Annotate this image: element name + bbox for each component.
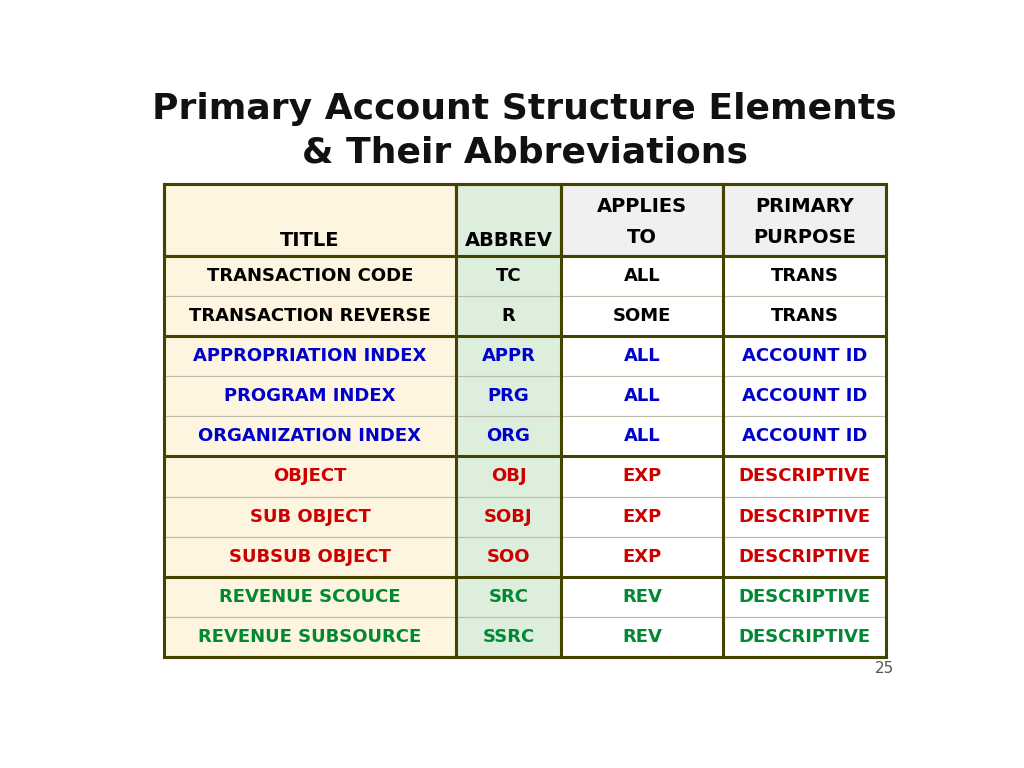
Text: EXP: EXP <box>623 468 662 485</box>
Text: REVENUE SCOUCE: REVENUE SCOUCE <box>219 588 400 606</box>
Bar <box>457 336 561 376</box>
Bar <box>164 376 457 416</box>
Text: ACCOUNT ID: ACCOUNT ID <box>742 347 867 366</box>
Bar <box>561 456 723 497</box>
Text: Primary Account Structure Elements
& Their Abbreviations: Primary Account Structure Elements & The… <box>153 92 897 169</box>
Text: APPLIES: APPLIES <box>597 197 687 217</box>
Text: TRANSACTION REVERSE: TRANSACTION REVERSE <box>189 307 431 325</box>
Text: ALL: ALL <box>624 267 660 285</box>
Bar <box>561 537 723 577</box>
Text: ORGANIZATION INDEX: ORGANIZATION INDEX <box>199 428 422 445</box>
Bar <box>164 296 457 336</box>
Text: APPR: APPR <box>481 347 536 366</box>
Text: TITLE: TITLE <box>281 230 340 250</box>
Bar <box>723 456 886 497</box>
Bar <box>561 296 723 336</box>
Bar <box>164 577 457 617</box>
Text: TRANS: TRANS <box>771 307 839 325</box>
Text: REVENUE SUBSOURCE: REVENUE SUBSOURCE <box>199 628 422 646</box>
Bar <box>457 617 561 657</box>
Text: OBJECT: OBJECT <box>273 468 347 485</box>
Bar <box>457 416 561 456</box>
Bar <box>723 497 886 537</box>
Bar <box>561 336 723 376</box>
Text: DESCRIPTIVE: DESCRIPTIVE <box>738 508 870 525</box>
Text: SUBSUB OBJECT: SUBSUB OBJECT <box>229 548 391 566</box>
Text: DESCRIPTIVE: DESCRIPTIVE <box>738 468 870 485</box>
Bar <box>164 184 886 657</box>
Text: DESCRIPTIVE: DESCRIPTIVE <box>738 588 870 606</box>
Bar <box>561 577 723 617</box>
Text: ACCOUNT ID: ACCOUNT ID <box>742 387 867 406</box>
Text: EXP: EXP <box>623 508 662 525</box>
Text: ALL: ALL <box>624 387 660 406</box>
Bar <box>723 577 886 617</box>
Bar <box>723 537 886 577</box>
Bar <box>723 184 886 256</box>
Text: PROGRAM INDEX: PROGRAM INDEX <box>224 387 395 406</box>
Text: ACCOUNT ID: ACCOUNT ID <box>742 428 867 445</box>
Text: REV: REV <box>623 588 663 606</box>
Text: PRIMARY: PRIMARY <box>756 197 854 217</box>
Text: ALL: ALL <box>624 347 660 366</box>
Bar <box>723 376 886 416</box>
Bar <box>723 296 886 336</box>
Bar <box>561 376 723 416</box>
Text: DESCRIPTIVE: DESCRIPTIVE <box>738 628 870 646</box>
Bar <box>164 497 457 537</box>
Text: SOME: SOME <box>613 307 672 325</box>
Bar <box>164 416 457 456</box>
Text: R: R <box>502 307 515 325</box>
Bar <box>164 617 457 657</box>
Bar <box>457 577 561 617</box>
Bar <box>457 456 561 497</box>
Text: PRG: PRG <box>487 387 529 406</box>
Bar <box>457 184 561 256</box>
Bar <box>561 497 723 537</box>
Bar <box>164 256 457 296</box>
Text: ABBREV: ABBREV <box>465 230 553 250</box>
Text: SRC: SRC <box>488 588 528 606</box>
Bar <box>561 256 723 296</box>
Text: DESCRIPTIVE: DESCRIPTIVE <box>738 548 870 566</box>
Text: ORG: ORG <box>486 428 530 445</box>
Text: APPROPRIATION INDEX: APPROPRIATION INDEX <box>194 347 427 366</box>
Bar <box>457 376 561 416</box>
Text: TRANS: TRANS <box>771 267 839 285</box>
Bar <box>723 416 886 456</box>
Bar <box>723 617 886 657</box>
Bar <box>723 336 886 376</box>
Text: 25: 25 <box>874 661 894 677</box>
Bar <box>164 456 457 497</box>
Text: SOO: SOO <box>486 548 530 566</box>
Text: ALL: ALL <box>624 428 660 445</box>
Text: EXP: EXP <box>623 548 662 566</box>
Bar <box>164 336 457 376</box>
Bar <box>457 256 561 296</box>
Text: REV: REV <box>623 628 663 646</box>
Bar <box>561 416 723 456</box>
Bar <box>457 497 561 537</box>
Text: OBJ: OBJ <box>490 468 526 485</box>
Bar <box>164 184 457 256</box>
Text: TO: TO <box>627 228 657 247</box>
Bar <box>561 617 723 657</box>
Bar <box>723 256 886 296</box>
Text: SSRC: SSRC <box>482 628 535 646</box>
Text: TC: TC <box>496 267 521 285</box>
Bar <box>164 537 457 577</box>
Text: PURPOSE: PURPOSE <box>754 228 856 247</box>
Bar <box>457 537 561 577</box>
Text: SUB OBJECT: SUB OBJECT <box>250 508 371 525</box>
Bar <box>561 184 723 256</box>
Bar <box>457 296 561 336</box>
Text: SOBJ: SOBJ <box>484 508 532 525</box>
Text: TRANSACTION CODE: TRANSACTION CODE <box>207 267 413 285</box>
